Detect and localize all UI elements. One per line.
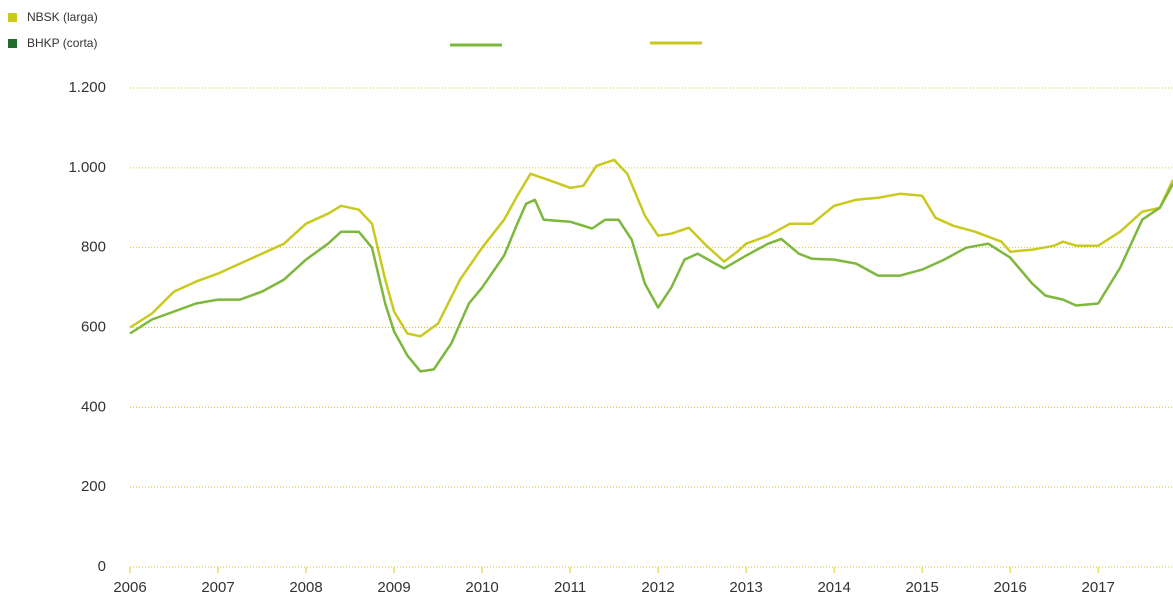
y-tick-label: 1.000 xyxy=(68,159,106,176)
y-tick-label: 200 xyxy=(81,478,106,495)
x-tick-label: 2017 xyxy=(1081,579,1114,596)
y-tick-label: 600 xyxy=(81,318,106,335)
x-tick-label: 2016 xyxy=(993,579,1026,596)
x-tick-label: 2007 xyxy=(201,579,234,596)
x-tick-label: 2012 xyxy=(641,579,674,596)
x-tick-label: 2013 xyxy=(729,579,762,596)
y-tick-label: 0 xyxy=(98,558,106,575)
x-tick-label: 2015 xyxy=(905,579,938,596)
legend-label: BHKP (corta) xyxy=(27,36,97,50)
legend-marker xyxy=(8,13,17,22)
legend-marker xyxy=(8,39,17,48)
line xyxy=(129,183,1173,373)
line xyxy=(129,158,1173,338)
y-tick-label: 400 xyxy=(81,398,106,415)
x-tick-label: 2009 xyxy=(377,579,410,596)
y-tick-label: 800 xyxy=(81,239,106,256)
x-tick-label: 2008 xyxy=(289,579,322,596)
x-tick-label: 2011 xyxy=(554,579,586,596)
x-tick-label: 2006 xyxy=(113,579,146,596)
y-tick-label: 1.200 xyxy=(68,79,106,96)
legend-label: NBSK (larga) xyxy=(27,10,98,24)
x-tick-label: 2014 xyxy=(817,579,850,596)
x-tick-label: 2010 xyxy=(465,579,498,596)
